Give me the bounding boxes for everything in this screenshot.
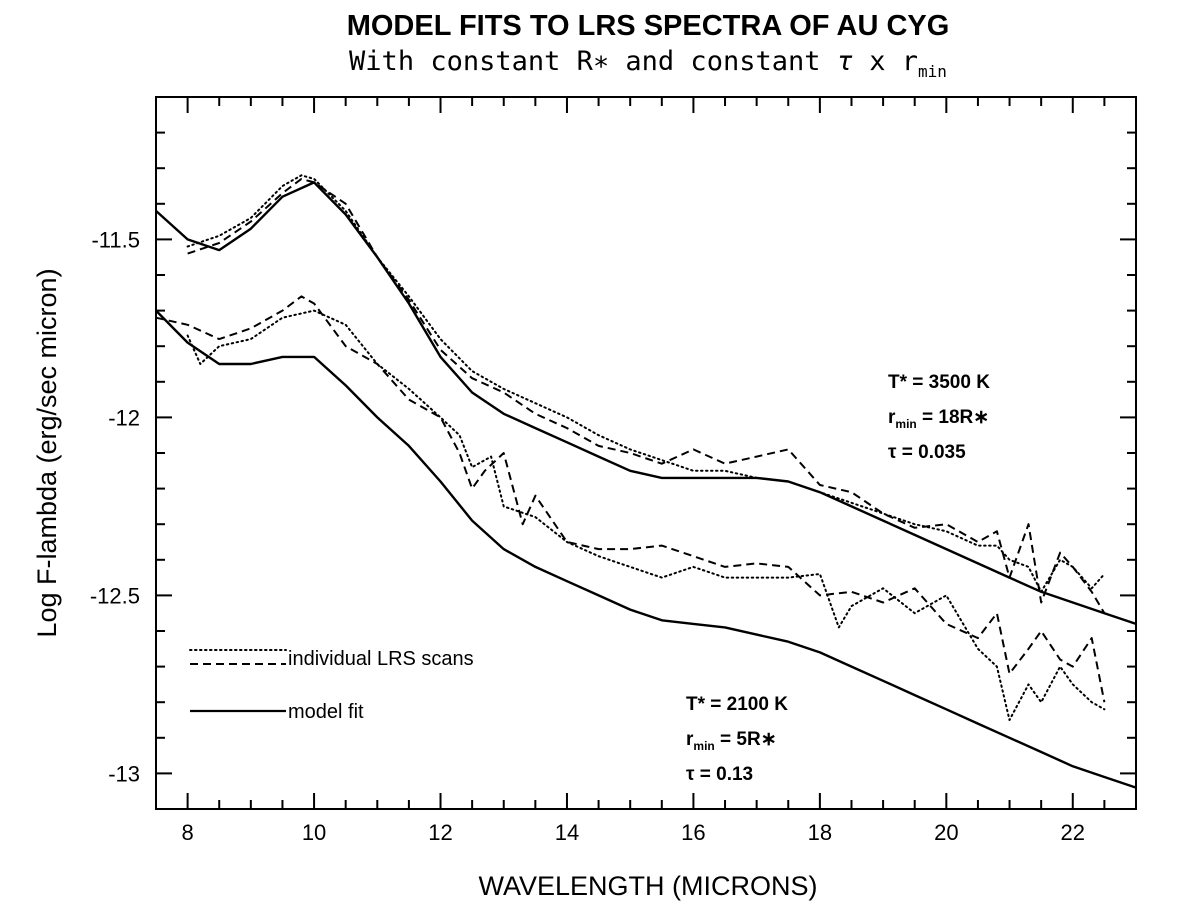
y-axis-label: Log F-lambda (erg/sec micron)	[32, 268, 62, 637]
chart-title: MODEL FITS TO LRS SPECTRA OF AU CYG	[347, 10, 950, 42]
lower-rmin-sub: min	[693, 739, 714, 753]
subtitle-prefix: With constant R	[349, 46, 594, 77]
x-tick-label: 14	[555, 820, 579, 845]
x-axis-label: WAVELENGTH (MICRONS)	[478, 871, 817, 901]
x-tick-label: 16	[681, 820, 705, 845]
x-tick-label: 22	[1061, 820, 1085, 845]
legend-scans-label: individual LRS scans	[288, 648, 474, 670]
chart-subtitle: With constant R∗ and constant τ x rmin	[349, 46, 947, 81]
subtitle-tau-symbol: τ	[837, 46, 853, 77]
lower-temperature: T* = 2100 K	[686, 694, 788, 715]
upper-model-annotation: T* = 3500 K rmin = 18R∗ τ = 0.035	[888, 372, 990, 463]
y-tick-label: -11.5	[91, 227, 140, 252]
subtitle-min-sub: min	[918, 62, 947, 81]
lrs-scan-dashed-line-2	[187, 177, 1106, 614]
y-tick-label: -12	[108, 405, 140, 430]
upper-temperature: T* = 3500 K	[888, 372, 990, 393]
legend-model-label: model fit	[288, 701, 364, 723]
subtitle-middle: and constant	[609, 46, 837, 77]
upper-tau: τ = 0.035	[888, 442, 966, 463]
lrs-scan-dotted-line-1	[186, 174, 1106, 593]
x-tick-labels: 8 10 12 14 16 18 20 22	[181, 820, 1085, 845]
x-tick-label: 10	[302, 820, 326, 845]
upper-rmin-prefix: r	[888, 407, 896, 428]
y-tick-label: -12.5	[90, 583, 140, 608]
lower-rmin-prefix: r	[686, 729, 694, 750]
model-fit-line-3	[155, 309, 1137, 789]
model-fit-line-0	[155, 181, 1137, 626]
lower-rmin-value: = 5R∗	[715, 729, 777, 750]
subtitle-times: x r	[853, 46, 918, 77]
axis-ticks	[156, 96, 1136, 810]
x-tick-label: 18	[808, 820, 832, 845]
legend: individual LRS scans model fit	[189, 648, 474, 723]
lower-model-annotation: T* = 2100 K rmin = 5R∗ τ = 0.13	[686, 694, 788, 785]
subtitle-rstar-symbol: ∗	[593, 46, 609, 77]
lower-rmin: rmin = 5R∗	[686, 729, 777, 753]
y-tick-label: -13	[108, 761, 140, 786]
lrs-scan-dashed-line-5	[155, 295, 1106, 703]
upper-rmin-sub: min	[895, 417, 916, 431]
lrs-scan-dotted-line-4	[186, 309, 1106, 721]
upper-rmin: rmin = 18R∗	[888, 407, 989, 431]
x-tick-label: 12	[428, 820, 452, 845]
data-series	[155, 174, 1137, 789]
x-tick-label: 8	[181, 820, 193, 845]
x-tick-label: 20	[934, 820, 958, 845]
y-tick-labels: -11.5 -12 -12.5 -13	[90, 227, 140, 786]
upper-rmin-value: = 18R∗	[917, 407, 989, 428]
lower-tau: τ = 0.13	[686, 764, 753, 785]
